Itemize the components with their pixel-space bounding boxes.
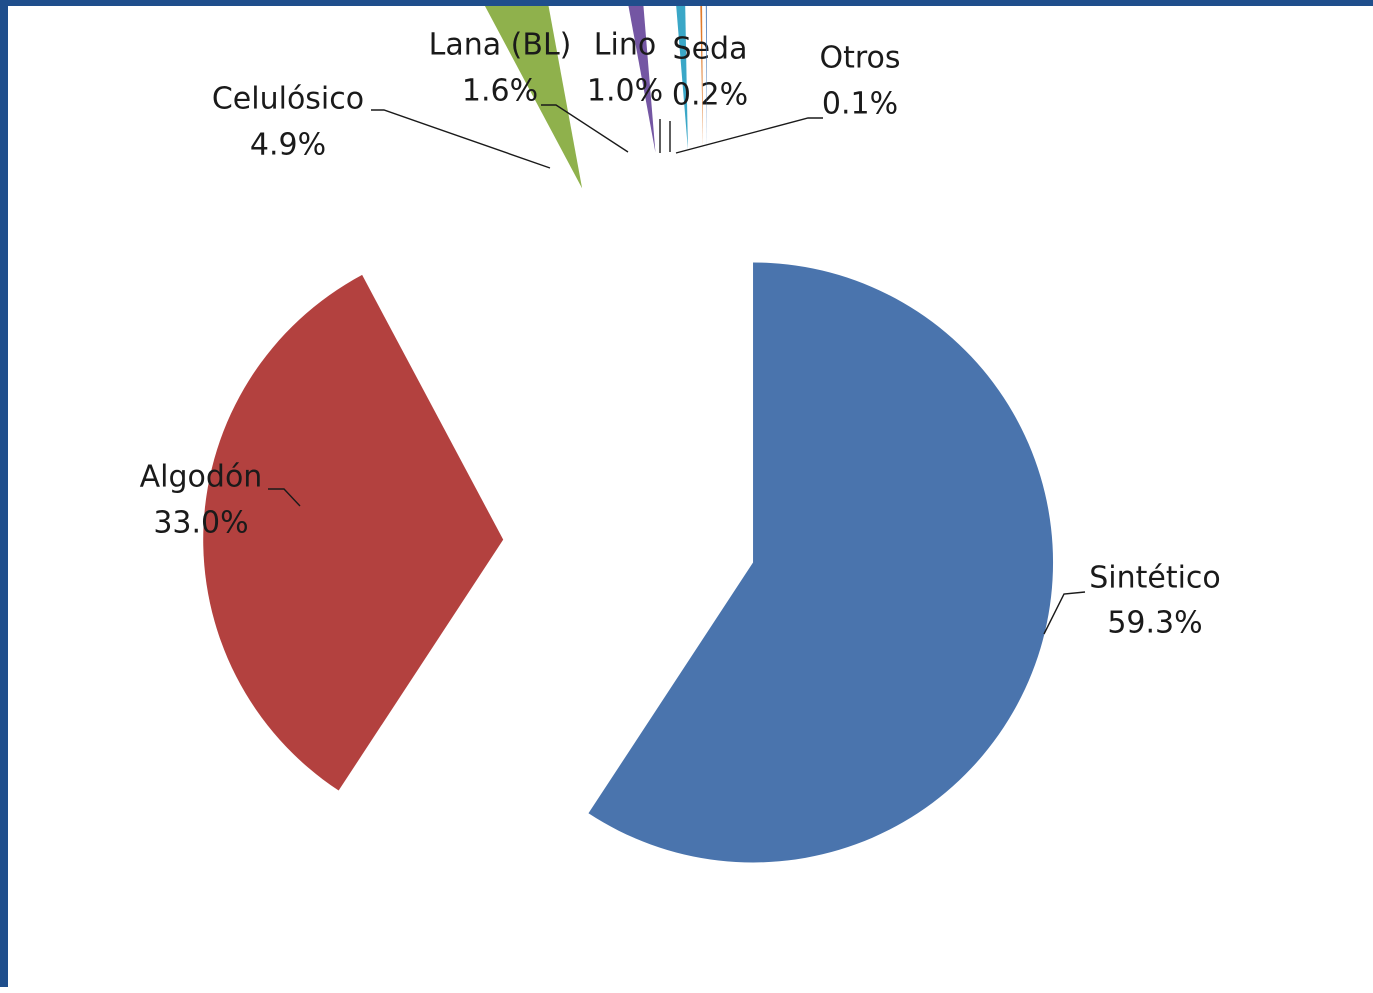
slice-value-algodon: 33.0%: [153, 506, 248, 541]
leader-line-algodon: [268, 488, 301, 507]
slice-value-lana-bl: 1.6%: [462, 74, 538, 109]
slice-name-sintetico: Sintético: [1089, 561, 1221, 596]
pie-slice-celulosico: [484, 6, 583, 189]
slice-value-lino: 1.0%: [587, 74, 663, 109]
slice-name-celulosico: Celulósico: [212, 82, 364, 117]
slice-value-sintetico: 59.3%: [1107, 606, 1202, 641]
leader-line-otros: [675, 117, 823, 154]
leader-line-sintetico: [1043, 591, 1086, 635]
pie-slice-lino: [676, 6, 688, 150]
slice-name-lana-bl: Lana (BL): [429, 28, 572, 63]
slice-value-otros: 0.1%: [822, 87, 898, 122]
slice-name-otros: Otros: [819, 41, 900, 76]
slice-name-lino: Lino: [594, 28, 656, 63]
pie-chart: Sintético 59.3% Algodón 33.0% Celulósico 4.9%…: [140, 6, 1221, 863]
leader-line-celulosico: [371, 109, 551, 169]
slice-value-celulosico: 4.9%: [250, 128, 326, 163]
pie-slice-algodon: [203, 274, 504, 791]
pie-slice-sintetico: [588, 262, 1054, 863]
pie-slice-lana-bl: [628, 6, 656, 153]
slice-name-algodon: Algodón: [140, 460, 263, 495]
pie-slice-seda: [700, 6, 703, 150]
pie-slice-otros: [705, 6, 707, 150]
slice-name-seda: Seda: [673, 32, 748, 67]
slice-value-seda: 0.2%: [672, 78, 748, 113]
leader-line-lana-bl: [541, 104, 629, 153]
